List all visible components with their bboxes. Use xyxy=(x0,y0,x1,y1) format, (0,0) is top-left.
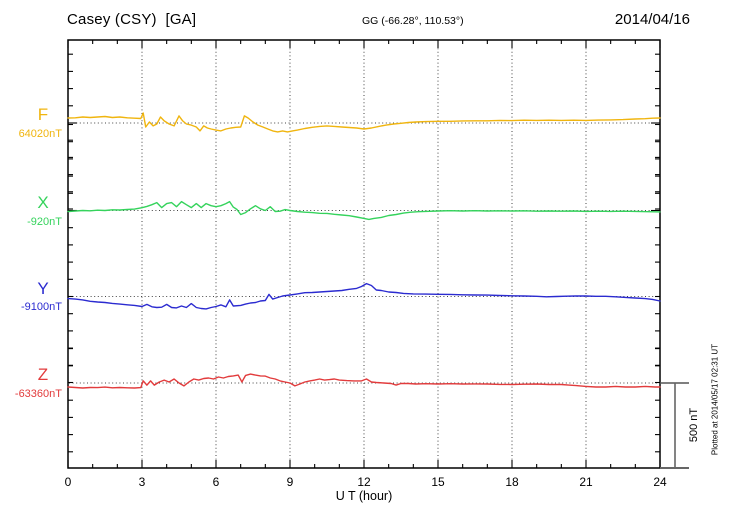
x-tick-label: 9 xyxy=(287,475,294,489)
component-baseline-f: 64020nT xyxy=(18,128,62,140)
x-axis-title: U T (hour) xyxy=(335,489,393,503)
component-label-y: Y xyxy=(37,279,49,298)
x-tick-label: 15 xyxy=(431,475,445,489)
trace-f xyxy=(67,112,661,133)
component-label-f: F xyxy=(37,105,49,124)
x-tick-label: 3 xyxy=(139,475,146,489)
x-tick-label: 24 xyxy=(653,475,667,489)
x-tick-label: 21 xyxy=(579,475,593,489)
station-coordinates: GG (-66.28°, 110.53°) xyxy=(362,15,464,27)
component-baseline-y: -9100nT xyxy=(21,301,62,313)
component-baseline-z: -63360nT xyxy=(14,388,62,400)
plot-date: 2014/04/16 xyxy=(614,11,690,28)
component-baseline-x: -920nT xyxy=(27,216,62,228)
scalebar-label: 500 nT xyxy=(688,407,700,443)
x-tick-label: 12 xyxy=(357,475,371,489)
component-label-x: X xyxy=(37,193,49,212)
plotted-timestamp-note: Plotted at 2014/05/17 02:31 UT xyxy=(710,343,720,456)
x-tick-label: 6 xyxy=(213,475,220,489)
component-label-z: Z xyxy=(37,365,49,384)
trace-z xyxy=(67,373,661,389)
trace-x xyxy=(67,200,661,221)
x-tick-label: 0 xyxy=(65,475,72,489)
x-tick-label: 18 xyxy=(505,475,519,489)
trace-y xyxy=(67,282,661,310)
station-title: Casey (CSY) [GA] xyxy=(67,11,197,28)
